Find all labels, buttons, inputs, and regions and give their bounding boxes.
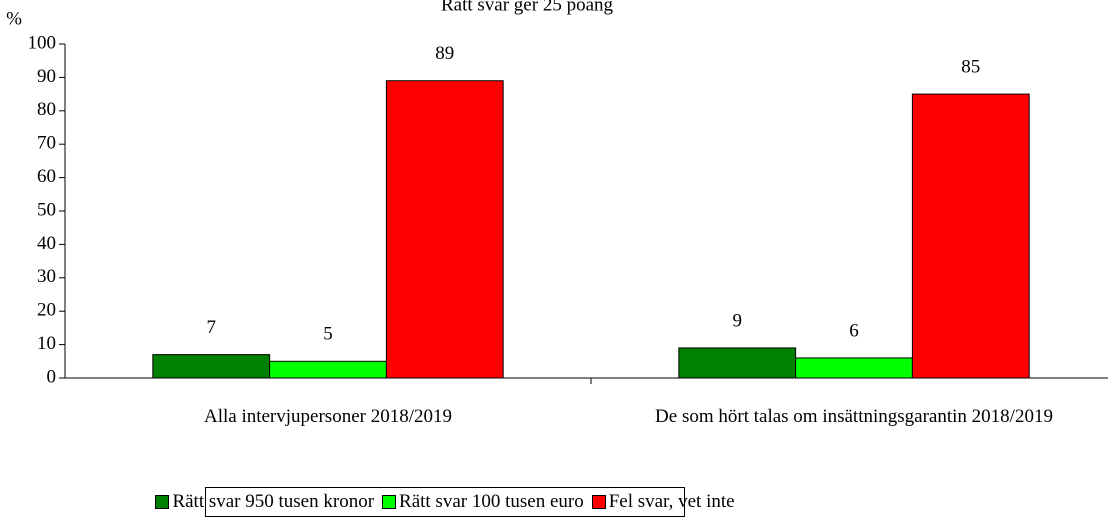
- legend-label: Rätt svar 100 tusen euro: [399, 491, 584, 512]
- y-tick-label: 70: [37, 133, 56, 154]
- legend-swatch: [591, 495, 606, 509]
- data-label: 89: [435, 43, 454, 64]
- y-tick-label: 60: [37, 166, 56, 187]
- y-tick-label: 40: [37, 233, 56, 254]
- chart-title: Rätt svar ger 25 poäng: [441, 0, 614, 15]
- legend-swatch: [382, 495, 397, 509]
- legend-item: Rätt svar 100 tusen euro: [378, 491, 584, 513]
- y-tick-label: 0: [47, 366, 57, 387]
- legend-swatch: [155, 495, 170, 509]
- data-label: 9: [732, 310, 742, 331]
- y-tick-label: 20: [37, 300, 56, 321]
- bar: [152, 354, 271, 379]
- data-label: 6: [849, 320, 859, 341]
- legend: Rätt svar 950 tusen kronor Rätt svar 100 …: [155, 487, 735, 517]
- x-tick-label: Alla intervjupersoner 2018/2019: [203, 406, 452, 427]
- data-label: 85: [961, 56, 980, 77]
- bar: [911, 93, 1030, 379]
- y-tick-label: 90: [37, 66, 56, 87]
- bar: [269, 360, 387, 379]
- legend-item: Rätt svar 950 tusen kronor: [151, 491, 374, 513]
- y-tick-label: 100: [28, 32, 57, 53]
- data-label: 7: [206, 317, 216, 338]
- legend-label: Rätt svar 950 tusen kronor: [172, 491, 375, 512]
- legend-item: Fel svar, vet inte: [588, 491, 735, 513]
- data-label: 5: [323, 324, 333, 345]
- bar: [795, 357, 913, 379]
- y-tick-label: 30: [37, 266, 56, 287]
- y-tick-label: 10: [37, 333, 56, 354]
- bar: [385, 80, 504, 379]
- bar: [678, 347, 797, 379]
- y-tick-label: 50: [37, 199, 56, 220]
- y-tick-label: 80: [37, 99, 56, 120]
- y-axis-label: %: [6, 8, 22, 29]
- legend-label: Fel svar, vet inte: [608, 491, 735, 512]
- x-tick-label: De som hört talas om insättningsgarantin…: [655, 406, 1053, 427]
